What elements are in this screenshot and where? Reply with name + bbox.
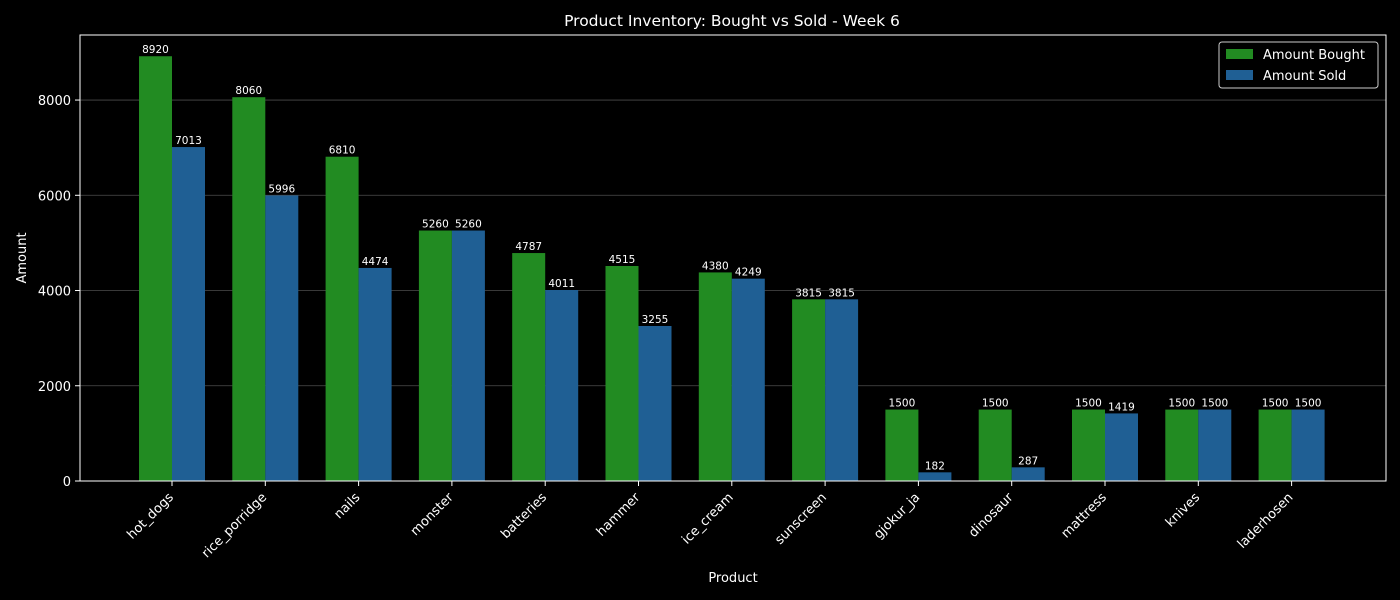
bar-value-label: 5260 <box>455 219 482 231</box>
bar-value-label: 1500 <box>1075 398 1102 410</box>
bar-value-label: 5260 <box>422 219 449 231</box>
bar-value-label: 3255 <box>642 314 669 326</box>
y-tick-label: 4000 <box>38 285 71 300</box>
bar-value-label: 4474 <box>362 256 389 268</box>
bar-sold <box>1291 409 1325 481</box>
bar-bought <box>698 272 732 481</box>
legend-frame <box>1218 41 1379 89</box>
bar-value-label: 1500 <box>889 398 916 410</box>
bar-bought <box>139 56 172 481</box>
bar-bought <box>1165 409 1199 481</box>
legend: Amount Bought Amount Sold <box>1218 41 1379 89</box>
y-tick-label: 6000 <box>38 189 71 204</box>
bar-sold <box>451 230 485 481</box>
bar-bought <box>418 230 452 481</box>
bar-value-label: 4787 <box>515 241 542 253</box>
bar-value-label: 4011 <box>548 278 575 290</box>
bar-bought <box>325 156 359 481</box>
bar-value-label: 7013 <box>175 135 202 147</box>
bar-value-label: 5996 <box>268 183 295 195</box>
bar-value-label: 4515 <box>609 254 636 266</box>
bar-value-label: 3815 <box>795 287 822 299</box>
bar-sold <box>358 267 392 481</box>
bar-sold <box>638 326 672 481</box>
y-tick-label: 8000 <box>38 94 71 109</box>
bar-value-label: 6810 <box>329 145 356 157</box>
bar-bought <box>1258 409 1292 481</box>
bar-value-label: 1419 <box>1108 401 1135 413</box>
bar-value-label: 4380 <box>702 260 729 272</box>
bar-bought <box>512 253 546 481</box>
y-axis-title: Amount <box>15 232 30 283</box>
bar-value-label: 8060 <box>235 85 262 97</box>
bar-bought <box>1072 409 1105 481</box>
bar-value-label: 4249 <box>735 267 762 279</box>
bar-value-label: 3815 <box>828 287 855 299</box>
bar-bought <box>978 409 1012 481</box>
bars: 8920 7013 8060 5996 6810 4474 5260 5260 4787 4011… <box>139 44 1325 482</box>
bar-value-label: 182 <box>925 460 945 472</box>
bar-sold <box>1198 409 1232 481</box>
plot-frame <box>79 34 1387 482</box>
bar-sold <box>1011 467 1045 481</box>
bar-sold <box>1105 413 1138 481</box>
bar-bought <box>792 299 826 481</box>
bar-bought <box>232 97 266 481</box>
bar-value-label: 1500 <box>1168 398 1195 410</box>
legend-swatch <box>1226 70 1253 80</box>
bar-sold <box>545 290 579 481</box>
bar-value-label: 1500 <box>982 398 1009 410</box>
y-tick-label: 0 <box>63 475 71 490</box>
bar-bought <box>605 266 639 481</box>
bar-value-label: 1500 <box>1295 398 1322 410</box>
bar-sold <box>918 472 952 481</box>
bar-value-label: 1500 <box>1201 398 1228 410</box>
legend-label: Amount Sold <box>1263 69 1346 84</box>
x-axis-title: Product <box>708 571 757 586</box>
legend-swatch <box>1226 49 1253 59</box>
legend-label: Amount Bought <box>1263 48 1365 63</box>
bar-value-label: 8920 <box>142 44 169 56</box>
bar-sold <box>825 299 859 481</box>
y-tick-label: 2000 <box>38 380 71 395</box>
bar-sold <box>731 278 765 481</box>
chart-title: Product Inventory: Bought vs Sold - Week… <box>564 12 900 30</box>
bar-bought <box>885 409 919 481</box>
bar-sold <box>265 195 299 481</box>
bar-value-label: 287 <box>1018 455 1038 467</box>
bar-value-label: 1500 <box>1262 398 1289 410</box>
bar-sold <box>172 147 205 482</box>
